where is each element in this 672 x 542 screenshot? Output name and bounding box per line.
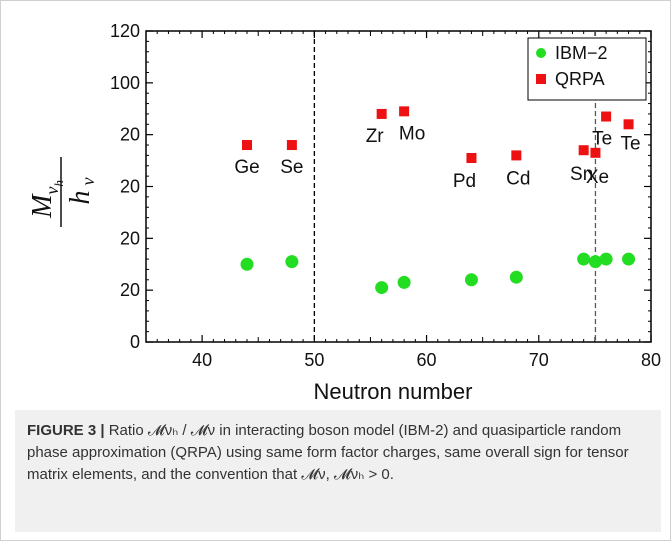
y-tick-label: 0 <box>130 332 140 352</box>
x-tick-label: 70 <box>529 350 549 370</box>
ibm2-point <box>240 257 254 271</box>
ibm2-point <box>588 255 602 269</box>
ibm2-point <box>622 252 636 266</box>
qrpa-point <box>466 152 477 163</box>
element-label: Mo <box>399 123 425 144</box>
y-tick-label: 20 <box>120 228 140 248</box>
qrpa-point <box>578 145 589 156</box>
y-label-denominator: hν <box>65 178 98 205</box>
axis-ticks: 40 50 60 70 80 0 20 20 20 20 100 120 <box>110 21 661 370</box>
element-label: Te <box>592 129 612 150</box>
legend: IBM−2 QRPA <box>527 37 647 101</box>
ibm2-point <box>464 273 478 287</box>
scatter-chart: 40 50 60 70 80 0 20 20 20 20 100 120 Ge Se Zr Mo Pd Cd Sn… <box>27 21 661 404</box>
qrpa-point <box>399 106 410 117</box>
point-labels: Ge Se Zr Mo Pd Cd Sn Te Te Xe <box>234 123 640 192</box>
element-label: Te <box>621 133 641 154</box>
element-label: Pd <box>453 171 476 192</box>
y-tick-label: 120 <box>110 21 140 41</box>
qrpa-point <box>623 119 634 130</box>
ibm2-point <box>397 275 411 289</box>
element-label: Zr <box>366 126 385 147</box>
caption-label: FIGURE 3 | <box>27 422 105 439</box>
ibm2-point <box>285 255 299 269</box>
data-points <box>240 106 636 295</box>
element-label: Ge <box>234 157 259 178</box>
qrpa-point <box>376 108 387 119</box>
x-tick-label: 50 <box>304 350 324 370</box>
legend-label: QRPA <box>555 69 605 89</box>
legend-marker-ibm2 <box>536 48 546 58</box>
ibm2-point <box>577 252 591 266</box>
x-tick-label: 40 <box>192 350 212 370</box>
legend-box <box>527 37 647 101</box>
qrpa-point <box>242 140 252 151</box>
y-tick-label: 20 <box>120 177 140 197</box>
figure-caption: FIGURE 3 | Ratio 𝓜νₕ / 𝓜ν in interacting… <box>15 410 661 532</box>
ibm2-point <box>599 252 613 266</box>
y-label-numerator: Mνh <box>27 180 66 219</box>
x-axis-title: Neutron number <box>314 379 473 404</box>
element-label: Sn <box>570 164 593 185</box>
ibm2-point <box>375 281 389 295</box>
y-tick-label: 100 <box>110 73 140 93</box>
ibm2-point <box>509 270 523 284</box>
element-label: Cd <box>506 168 530 189</box>
qrpa-point <box>511 150 522 161</box>
qrpa-point <box>590 147 601 158</box>
legend-label: IBM−2 <box>555 43 608 63</box>
x-tick-label: 60 <box>417 350 437 370</box>
element-label: Se <box>280 157 303 178</box>
qrpa-point <box>286 140 297 151</box>
qrpa-point <box>601 111 612 122</box>
caption-text: Ratio 𝓜νₕ / 𝓜ν in interacting boson mode… <box>27 422 629 483</box>
y-tick-label: 20 <box>120 280 140 300</box>
x-tick-label: 80 <box>641 350 661 370</box>
y-tick-label: 20 <box>120 125 140 145</box>
legend-marker-qrpa <box>536 74 546 84</box>
element-label: Xe <box>586 167 609 188</box>
